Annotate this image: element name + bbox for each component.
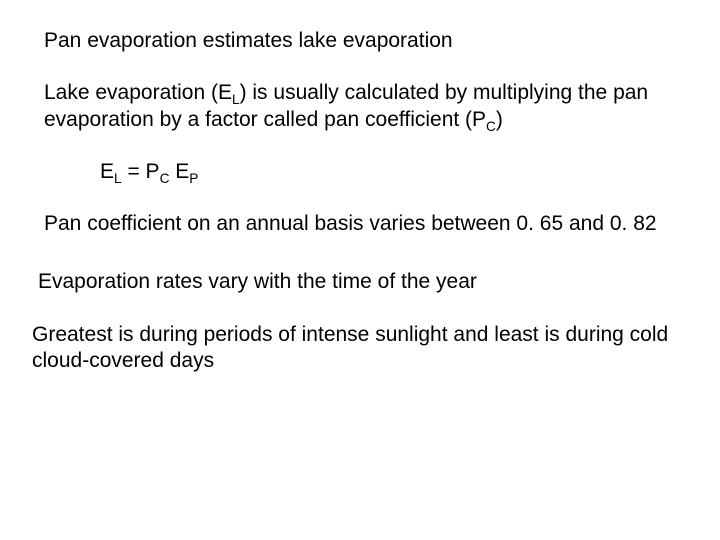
coefficient-range-paragraph: Pan coefficient on an annual basis varie… <box>44 211 680 237</box>
formula-line: EL = PC EP <box>100 159 680 185</box>
heading-line: Pan evaporation estimates lake evaporati… <box>44 28 680 54</box>
greatest-least-paragraph: Greatest is during periods of intense su… <box>32 322 680 375</box>
text-fragment: ) <box>496 108 503 131</box>
subscript-p: P <box>189 171 198 186</box>
subscript-l: L <box>232 92 240 107</box>
formula-fragment: E <box>169 160 189 183</box>
subscript-l: L <box>114 171 122 186</box>
variation-paragraph: Evaporation rates vary with the time of … <box>38 269 680 295</box>
slide-container: Pan evaporation estimates lake evaporati… <box>0 0 720 540</box>
subscript-c: C <box>160 171 170 186</box>
formula-fragment: = P <box>122 160 160 183</box>
subscript-c: C <box>486 119 496 134</box>
definition-paragraph: Lake evaporation (EL) is usually calcula… <box>44 80 680 133</box>
text-fragment: Lake evaporation (E <box>44 81 232 104</box>
formula-fragment: E <box>100 160 114 183</box>
